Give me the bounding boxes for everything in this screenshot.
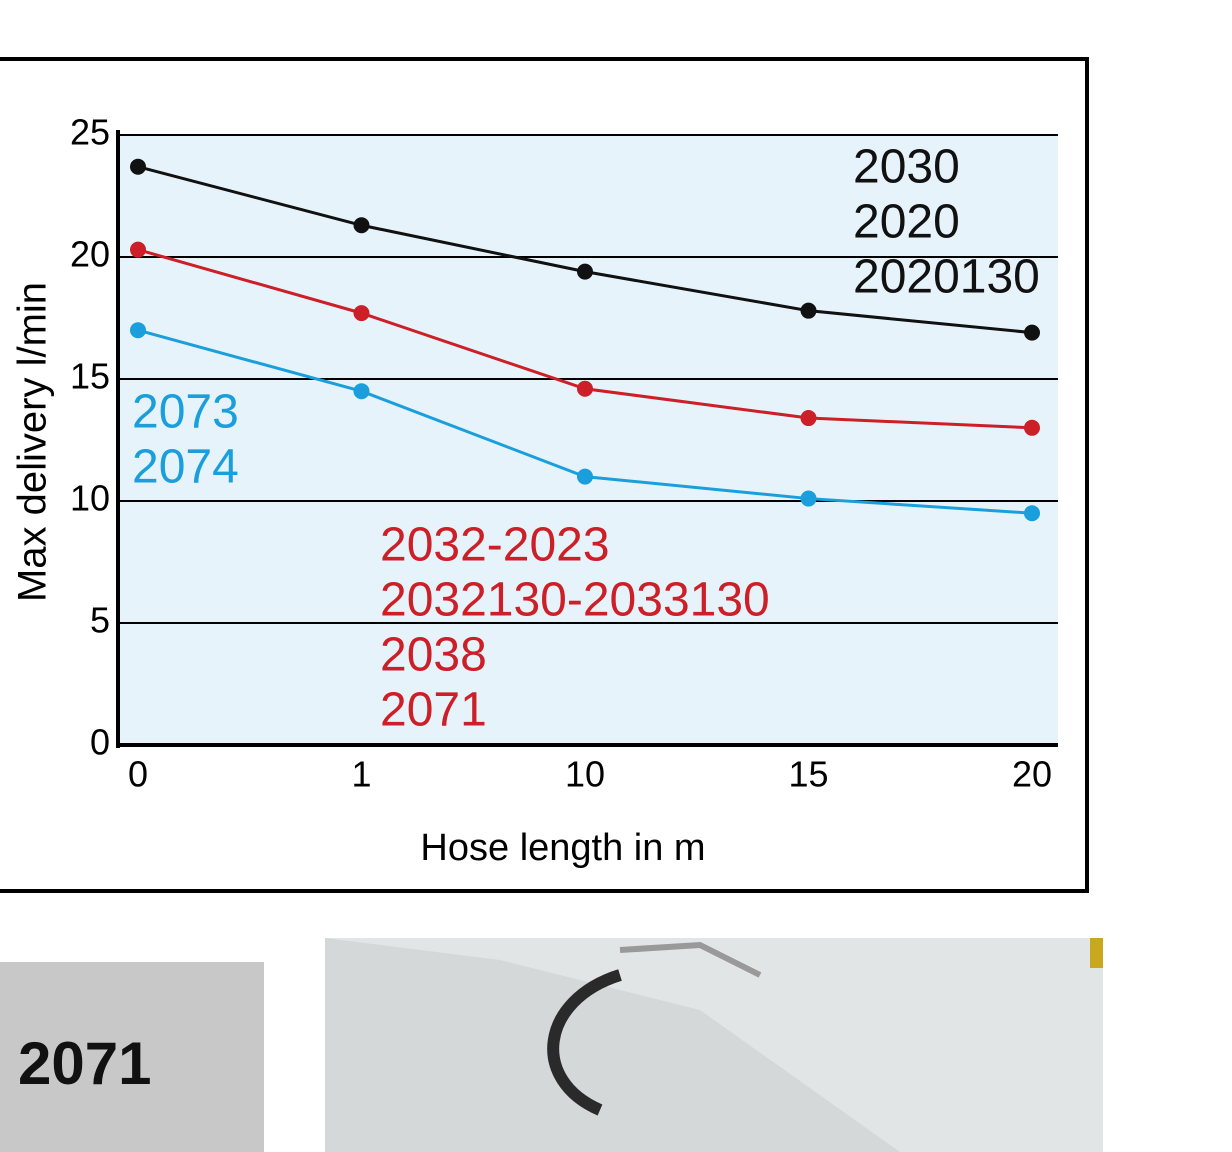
x-tick-label: 0 bbox=[128, 754, 148, 795]
y-tick-label: 5 bbox=[90, 600, 110, 641]
series-label: 2038 bbox=[380, 629, 487, 682]
series-label: 2032130-2033130 bbox=[380, 574, 770, 627]
x-axis-label: Hose length in m bbox=[420, 827, 705, 869]
data-point bbox=[577, 263, 593, 280]
data-point bbox=[1024, 505, 1040, 522]
data-point bbox=[577, 380, 593, 397]
plot-area bbox=[118, 135, 1058, 745]
series-label: 2020 bbox=[853, 196, 960, 249]
y-axis-label: Max delivery l/min bbox=[11, 282, 55, 602]
photo-edge bbox=[1090, 938, 1103, 968]
data-point bbox=[800, 410, 817, 427]
y-tick-label: 0 bbox=[90, 722, 110, 763]
y-tick-label: 25 bbox=[70, 112, 110, 153]
y-tick-label: 20 bbox=[70, 234, 110, 275]
series-label: 2032-2023 bbox=[380, 519, 610, 572]
series-label: 2071 bbox=[380, 684, 487, 737]
data-point bbox=[577, 468, 593, 485]
x-tick-label: 1 bbox=[351, 754, 371, 795]
data-point bbox=[353, 217, 370, 234]
photo-hose bbox=[547, 969, 622, 1116]
x-tick-label: 20 bbox=[1012, 754, 1052, 795]
data-point bbox=[800, 490, 817, 507]
data-point bbox=[130, 158, 146, 175]
x-tick-label: 10 bbox=[565, 754, 605, 795]
photo-fitting bbox=[619, 941, 762, 978]
series-label: 2030 bbox=[853, 141, 960, 194]
data-point bbox=[130, 241, 146, 258]
data-point bbox=[130, 322, 146, 339]
y-tick-label: 15 bbox=[70, 356, 110, 397]
y-tick-label: 10 bbox=[70, 478, 110, 519]
data-point bbox=[1024, 324, 1040, 341]
series-label: 2074 bbox=[132, 441, 239, 494]
photo bbox=[325, 938, 1103, 1152]
photo-panel bbox=[325, 938, 1103, 1152]
data-point bbox=[1024, 419, 1040, 436]
series-label: 2020130 bbox=[853, 251, 1040, 304]
product-label: 2071 bbox=[18, 1030, 151, 1097]
data-point bbox=[800, 302, 817, 319]
series-label: 2073 bbox=[132, 386, 239, 439]
data-point bbox=[353, 305, 370, 322]
x-tick-label: 15 bbox=[788, 754, 828, 795]
product-box bbox=[0, 962, 264, 1152]
data-point bbox=[353, 383, 370, 400]
